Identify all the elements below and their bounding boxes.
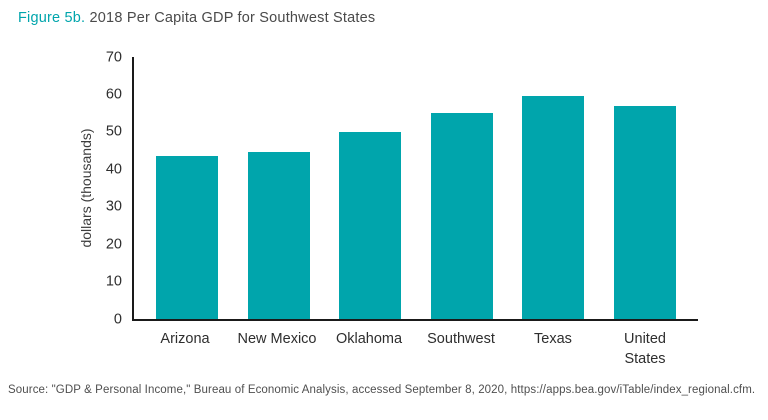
bar-new-mexico (247, 152, 310, 319)
y-tick-label-60: 60 (105, 86, 122, 103)
x-category-label-arizona: Arizona (160, 331, 210, 347)
bars-area (134, 57, 698, 319)
bar-arizona (156, 156, 218, 319)
bar-oklahoma (339, 131, 402, 319)
y-tick-label-40: 40 (105, 161, 122, 178)
plot-area: 0 10 20 30 40 50 60 70 (106, 50, 698, 326)
bar-southwest (430, 113, 493, 319)
y-tick-label-30: 30 (105, 198, 122, 215)
x-category-label-texas: Texas (534, 331, 572, 347)
x-category-label-new-mexico: New Mexico (237, 331, 317, 347)
source-note: Source: "GDP & Personal Income," Bureau … (8, 384, 756, 396)
bar-united-states (613, 105, 676, 319)
y-tick-label-0: 0 (113, 310, 122, 327)
x-axis-labels: Arizona New Mexico Oklahoma Southwest Texas U… (132, 330, 698, 369)
figure-title-text: 2018 Per Capita GDP for Southwest States (89, 10, 376, 26)
y-axis-ticks: 0 10 20 30 40 50 60 70 (106, 50, 698, 326)
figure-title: Figure 5b. 2018 Per Capita GDP for South… (18, 10, 375, 26)
y-tick-label-20: 20 (105, 235, 122, 252)
y-tick-label-70: 70 (105, 48, 122, 65)
y-tick-label-50: 50 (105, 123, 122, 140)
x-category-label-southwest: Southwest (427, 331, 495, 347)
bar-texas (522, 96, 585, 319)
y-axis-title: dollars (thousands) (78, 128, 94, 248)
x-category-label-united-states: United States (624, 331, 666, 367)
figure-title-prefix: Figure 5b. (18, 10, 86, 26)
y-tick-label-10: 10 (105, 273, 122, 290)
x-category-label-oklahoma: Oklahoma (335, 331, 403, 347)
